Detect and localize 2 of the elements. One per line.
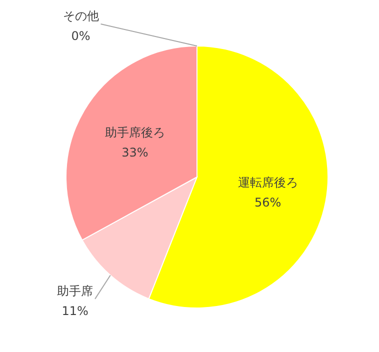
data-label: 11% (62, 304, 88, 318)
slice-label: 助手席 (57, 284, 94, 298)
